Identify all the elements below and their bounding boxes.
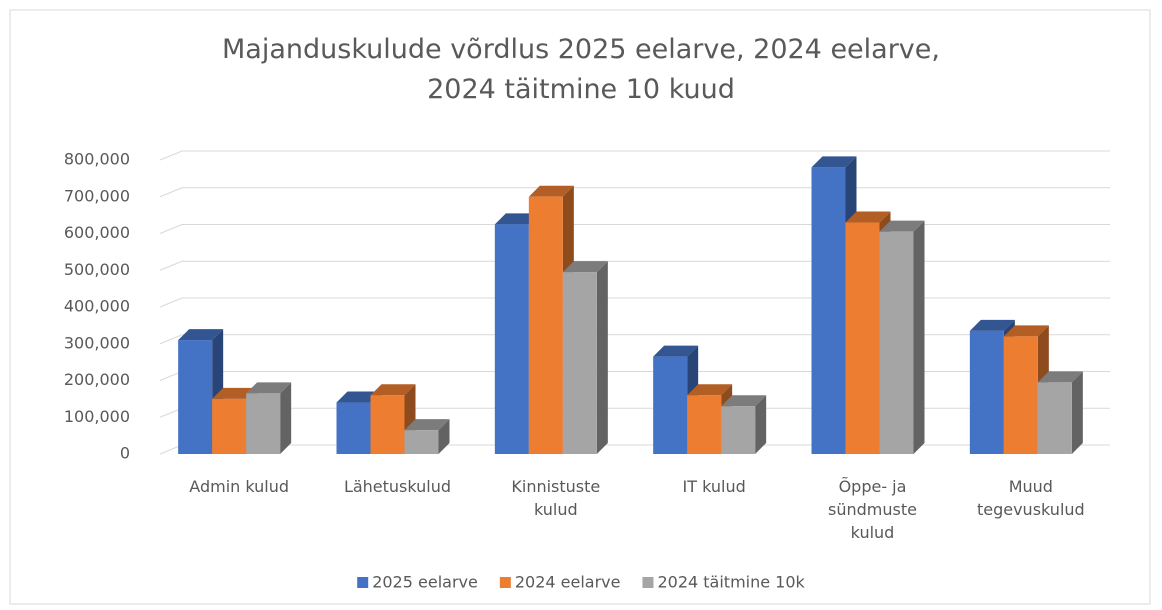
bar xyxy=(404,430,439,454)
grid-line-depth xyxy=(159,224,183,234)
bar-top xyxy=(178,329,224,341)
bar-top xyxy=(494,213,540,225)
legend: 2025 eelarve 2024 eelarve 2024 täitmine 10… xyxy=(357,573,806,592)
grid-line-depth xyxy=(159,187,183,198)
bar xyxy=(969,330,1004,454)
bar xyxy=(246,393,281,454)
x-tick-label: Muud tegevuskulud xyxy=(977,477,1085,519)
bar-top xyxy=(1003,325,1049,337)
y-tick-label: 700,000 xyxy=(64,186,130,205)
grid-line-depth xyxy=(159,150,183,161)
bar xyxy=(721,406,756,454)
bar-top xyxy=(246,382,292,394)
bar xyxy=(528,196,563,454)
bar xyxy=(811,167,846,454)
bar-top xyxy=(721,395,767,407)
bar-top xyxy=(528,185,574,197)
bar xyxy=(845,222,880,454)
bar-top xyxy=(1037,371,1083,383)
bar-side xyxy=(755,395,767,454)
legend-label: 2024 eelarve xyxy=(515,573,621,592)
bar-top xyxy=(370,384,416,396)
bar-top xyxy=(212,387,258,399)
legend-swatch xyxy=(499,577,511,588)
y-tick-label: 800,000 xyxy=(64,150,130,169)
bar xyxy=(494,224,529,454)
legend-label: 2024 täitmine 10k xyxy=(657,573,805,592)
y-tick-label: 200,000 xyxy=(64,370,130,389)
bar xyxy=(562,272,597,454)
grid-line-depth xyxy=(159,334,183,345)
y-tick-label: 0 xyxy=(120,444,130,463)
x-tick-label: Õppe- ja sündmuste kulud xyxy=(828,477,917,542)
bar xyxy=(879,231,914,454)
bar xyxy=(653,356,688,454)
y-tick-label: 300,000 xyxy=(64,333,130,352)
bar-top xyxy=(404,419,450,431)
x-tick-label: IT kulud xyxy=(683,477,746,496)
bar-top xyxy=(336,391,382,403)
bar-side xyxy=(1071,371,1083,454)
bar-side xyxy=(913,220,925,454)
bar-top xyxy=(969,319,1015,331)
legend-label: 2025 eelarve xyxy=(372,573,478,592)
bar-side xyxy=(280,382,292,454)
x-tick-label: Kinnistuste kulud xyxy=(511,477,600,519)
grid-line-depth xyxy=(159,297,183,308)
bar xyxy=(212,398,247,454)
legend-swatch xyxy=(357,577,369,588)
bar-top xyxy=(879,220,925,232)
bar-top xyxy=(811,156,857,168)
y-tick-label: 400,000 xyxy=(64,297,130,316)
bar-top xyxy=(845,211,891,223)
bar xyxy=(1003,336,1038,454)
bar xyxy=(687,395,722,454)
x-tick-label: Admin kulud xyxy=(189,477,289,496)
y-tick-label: 500,000 xyxy=(64,260,130,279)
bar-top xyxy=(562,261,608,273)
bar xyxy=(1037,382,1072,454)
chart-title: Majanduskulude võrdlus 2025 eelarve, 202… xyxy=(222,34,940,105)
bar xyxy=(336,402,371,454)
bar-top xyxy=(653,345,699,357)
grid-line-depth xyxy=(159,260,183,271)
x-tick-label: Lähetuskulud xyxy=(344,477,451,496)
bar xyxy=(370,395,405,454)
bar-side xyxy=(438,419,450,454)
y-tick-label: 100,000 xyxy=(64,407,130,426)
legend-swatch xyxy=(642,577,654,588)
y-tick-label: 600,000 xyxy=(64,223,130,242)
bar-side xyxy=(596,261,608,454)
bar xyxy=(178,340,213,454)
bar-top xyxy=(687,384,733,396)
